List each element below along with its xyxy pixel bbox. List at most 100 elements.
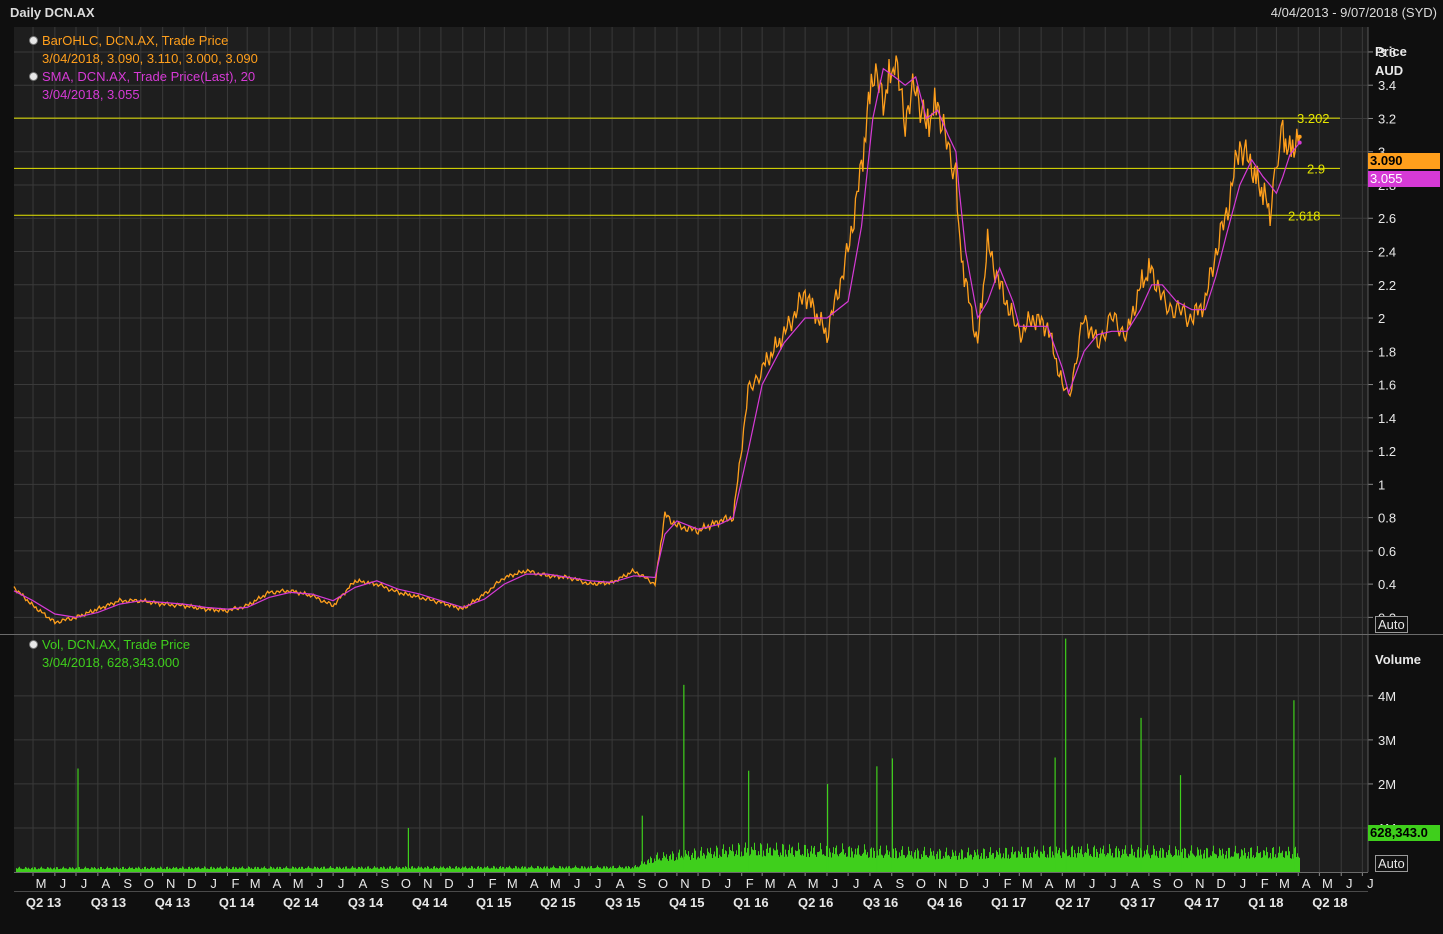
volume-bar bbox=[216, 868, 217, 872]
volume-bar bbox=[248, 866, 249, 872]
volume-bar bbox=[824, 855, 825, 872]
volume-bar bbox=[756, 855, 757, 872]
volume-bar bbox=[213, 867, 214, 872]
volume-bar bbox=[264, 866, 265, 872]
volume-bar bbox=[770, 847, 771, 872]
volume-bar bbox=[1082, 854, 1083, 872]
volume-bar bbox=[473, 868, 474, 872]
volume-bar bbox=[1003, 853, 1004, 872]
volume-bar bbox=[918, 850, 919, 872]
volume-bar bbox=[754, 842, 755, 872]
volume-tick-label: 4M bbox=[1378, 689, 1396, 704]
volume-bar bbox=[840, 852, 841, 872]
price-auto-scale-button[interactable]: Auto bbox=[1375, 616, 1408, 633]
volume-bar bbox=[1063, 851, 1064, 872]
volume-bar bbox=[944, 857, 945, 872]
volume-bar bbox=[91, 867, 92, 872]
volume-bar bbox=[658, 859, 659, 872]
month-label: M bbox=[293, 876, 304, 891]
volume-bar bbox=[992, 853, 993, 872]
volume-bar bbox=[64, 868, 65, 872]
volume-bar bbox=[151, 866, 152, 872]
volume-bar bbox=[846, 856, 847, 872]
volume-bar bbox=[1145, 854, 1146, 872]
volume-bar bbox=[857, 848, 858, 872]
volume-bar bbox=[114, 867, 115, 872]
volume-bar bbox=[920, 859, 921, 872]
volume-bar bbox=[639, 866, 640, 872]
volume-bar bbox=[744, 847, 745, 872]
volume-bar bbox=[570, 868, 571, 872]
volume-bar bbox=[861, 855, 862, 872]
volume-bar bbox=[799, 849, 800, 872]
volume-bar bbox=[910, 855, 911, 872]
volume-bar bbox=[611, 868, 612, 872]
volume-bar bbox=[371, 868, 372, 872]
volume-bar bbox=[1245, 852, 1246, 872]
volume-bar bbox=[837, 854, 838, 872]
volume-bar bbox=[559, 866, 560, 872]
volume-bar bbox=[441, 867, 442, 872]
volume-bar bbox=[745, 842, 746, 872]
volume-bar bbox=[178, 869, 179, 872]
volume-bar bbox=[348, 868, 349, 872]
volume-bar bbox=[1236, 853, 1237, 872]
volume-bar bbox=[125, 868, 126, 872]
last-price-point bbox=[1297, 134, 1302, 139]
date-range: 4/04/2013 - 9/07/2018 (SYD) bbox=[1270, 5, 1437, 20]
volume-bar bbox=[704, 854, 705, 872]
volume-bar bbox=[591, 865, 592, 872]
volume-bar bbox=[677, 859, 678, 872]
month-label: J bbox=[81, 876, 88, 891]
legend-toggle-icon[interactable] bbox=[29, 36, 38, 45]
volume-bar bbox=[1017, 857, 1018, 872]
volume-bar bbox=[736, 850, 737, 872]
volume-bar bbox=[934, 856, 935, 872]
volume-bar bbox=[763, 850, 764, 872]
volume-bar bbox=[335, 868, 336, 872]
volume-bar bbox=[896, 850, 897, 872]
volume-bar bbox=[539, 868, 540, 872]
volume-bar bbox=[58, 869, 59, 872]
volume-bar bbox=[995, 857, 996, 872]
volume-bar bbox=[1255, 856, 1256, 872]
volume-bar bbox=[773, 848, 774, 872]
volume-bar bbox=[318, 868, 319, 872]
volume-bar bbox=[322, 868, 323, 872]
volume-bar bbox=[478, 866, 479, 872]
volume-bar bbox=[1291, 858, 1292, 872]
volume-bar bbox=[917, 848, 918, 872]
volume-auto-scale-button[interactable]: Auto bbox=[1375, 855, 1408, 872]
legend-toggle-icon[interactable] bbox=[29, 640, 38, 649]
volume-bar bbox=[598, 867, 599, 872]
volume-bar bbox=[139, 867, 140, 872]
volume-bar bbox=[1144, 850, 1145, 872]
volume-bar bbox=[454, 868, 455, 872]
volume-bar bbox=[302, 866, 303, 872]
volume-bar bbox=[484, 866, 485, 872]
volume-bar bbox=[1014, 852, 1015, 872]
volume-bar bbox=[1103, 845, 1104, 872]
volume-bar bbox=[363, 868, 364, 872]
volume-bar bbox=[959, 852, 960, 872]
volume-bar bbox=[732, 844, 733, 872]
legend-toggle-icon[interactable] bbox=[29, 72, 38, 81]
volume-bar bbox=[97, 868, 98, 872]
volume-bar bbox=[73, 868, 74, 872]
volume-bar bbox=[1073, 857, 1074, 872]
volume-bar bbox=[268, 868, 269, 872]
volume-bar bbox=[885, 853, 886, 872]
volume-bar bbox=[1227, 858, 1228, 872]
volume-bar bbox=[676, 857, 677, 872]
volume-bar bbox=[266, 868, 267, 872]
ohlc-legend-name: BarOHLC, DCN.AX, Trade Price bbox=[42, 33, 229, 48]
volume-bar bbox=[344, 868, 345, 872]
volume-bar bbox=[782, 843, 783, 872]
volume-bar bbox=[614, 868, 615, 872]
volume-bar bbox=[194, 868, 195, 872]
volume-bar bbox=[668, 860, 669, 872]
volume-bar bbox=[675, 860, 676, 872]
volume-bar bbox=[236, 867, 237, 872]
volume-bar bbox=[709, 853, 710, 872]
volume-bar bbox=[62, 867, 63, 872]
